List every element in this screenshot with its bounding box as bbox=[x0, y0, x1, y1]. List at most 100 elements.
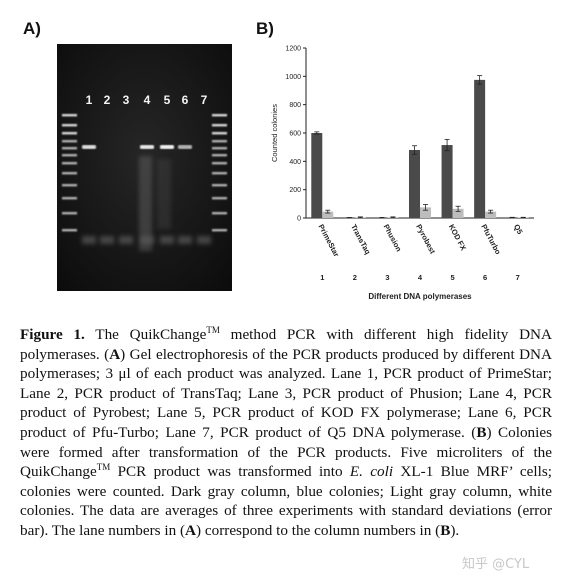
caption-panel-ref: A bbox=[185, 521, 197, 539]
figure-caption: Figure 1. The QuikChangeTM method PCR wi… bbox=[20, 325, 552, 541]
ladder-band bbox=[62, 184, 77, 187]
caption-panel-ref: A bbox=[109, 345, 121, 363]
ladder-band bbox=[62, 162, 77, 165]
x-axis-label: Different DNA polymerases bbox=[368, 292, 472, 301]
y-axis-label: Counted colonies bbox=[270, 104, 279, 162]
ladder-band bbox=[212, 212, 227, 215]
error-bars bbox=[314, 75, 526, 219]
ladder-band bbox=[62, 154, 77, 157]
ladder-band bbox=[212, 140, 227, 143]
caption-panel-ref: B bbox=[440, 521, 451, 539]
caption-text: ) correspond to the column numbers in ( bbox=[196, 521, 441, 539]
category-label: Q5 bbox=[512, 223, 525, 236]
ladder-band bbox=[212, 154, 227, 157]
bar bbox=[441, 145, 453, 218]
lane-label: 6 bbox=[182, 93, 189, 107]
caption-text: ). bbox=[450, 521, 460, 539]
category-labels: PrimeStar TransTaq Phusion Pyrobest KOD FX Pf… bbox=[317, 223, 525, 259]
category-label: TransTaq bbox=[349, 223, 373, 257]
pcr-band bbox=[160, 145, 174, 149]
column-number: 2 bbox=[353, 273, 357, 282]
lane-label: 4 bbox=[144, 93, 151, 107]
column-number: 6 bbox=[483, 273, 487, 282]
column-number: 7 bbox=[516, 273, 520, 282]
caption-text: XL-1 Blue MRF’ cells; colonies were coun… bbox=[20, 463, 552, 539]
y-tick-label: 0 bbox=[297, 216, 301, 223]
bar bbox=[474, 79, 486, 218]
y-tick-label: 200 bbox=[289, 187, 301, 194]
caption-trademark: TM bbox=[96, 462, 111, 473]
bar bbox=[452, 208, 464, 218]
bar bbox=[420, 207, 431, 218]
column-number: 3 bbox=[385, 273, 389, 282]
y-tick-label: 1200 bbox=[285, 46, 301, 53]
gel-bands bbox=[82, 145, 192, 149]
ladder-band bbox=[212, 229, 227, 232]
primer-smear bbox=[100, 236, 114, 244]
caption-text: The QuikChange bbox=[84, 326, 207, 343]
column-numbers: 1 2 3 4 5 6 7 bbox=[320, 273, 520, 282]
ladder-band bbox=[62, 212, 77, 215]
pcr-band bbox=[178, 145, 192, 149]
bar bbox=[409, 150, 420, 218]
lane-label: 3 bbox=[123, 93, 130, 107]
chart-svg: 0 200 400 600 800 1000 1200 Counted colonies P… bbox=[270, 46, 534, 301]
ladder-band bbox=[62, 172, 77, 175]
ladder-band bbox=[62, 229, 77, 232]
primer-smear bbox=[82, 236, 96, 244]
primer-smear bbox=[160, 236, 174, 244]
category-label: PfuTurbo bbox=[479, 223, 503, 257]
ladder-band bbox=[62, 132, 77, 135]
y-ticks: 0 200 400 600 800 1000 1200 bbox=[285, 46, 306, 223]
lane-smear bbox=[139, 156, 152, 251]
category-label: Pyrobest bbox=[414, 223, 437, 256]
bar bbox=[311, 133, 323, 218]
bar bbox=[322, 211, 334, 218]
category-label: Phusion bbox=[382, 223, 404, 254]
pcr-band bbox=[140, 145, 154, 149]
ladder-band bbox=[212, 114, 227, 117]
category-label: KOD FX bbox=[447, 223, 468, 252]
gel-smears bbox=[82, 156, 211, 251]
primer-smear bbox=[178, 236, 192, 244]
caption-text: ) Gel electrophoresis of the PCR product… bbox=[20, 345, 552, 441]
category-label: PrimeStar bbox=[317, 223, 342, 259]
ladder-band bbox=[62, 197, 77, 200]
caption-text: method PCR with different high fidelity … bbox=[20, 326, 552, 363]
caption-text: PCR product was transformed into bbox=[110, 463, 350, 481]
ladder-band bbox=[62, 140, 77, 143]
ladder-band bbox=[212, 147, 227, 150]
y-tick-label: 600 bbox=[289, 131, 301, 138]
lane-label: 1 bbox=[86, 93, 93, 107]
caption-species: E. coli bbox=[349, 463, 394, 481]
ladder-band bbox=[62, 147, 77, 150]
bar bbox=[485, 211, 497, 218]
column-number: 4 bbox=[418, 273, 423, 282]
lane-label: 2 bbox=[104, 93, 111, 107]
lane-smear bbox=[157, 159, 171, 229]
column-number: 5 bbox=[450, 273, 454, 282]
watermark: 知乎 @CYL bbox=[462, 557, 530, 572]
caption-trademark: TM bbox=[206, 324, 220, 335]
ladder-band bbox=[212, 197, 227, 200]
y-tick-label: 400 bbox=[289, 159, 301, 166]
ladder-band bbox=[212, 124, 227, 127]
caption-text: ) Colonies were formed after transformat… bbox=[20, 423, 552, 481]
lane-label: 7 bbox=[201, 93, 208, 107]
y-tick-label: 1000 bbox=[285, 74, 301, 81]
pcr-band bbox=[82, 145, 96, 149]
ladder-band bbox=[62, 124, 77, 127]
ladder-band bbox=[212, 162, 227, 165]
panel-b-label: B) bbox=[256, 19, 274, 38]
ladder-band bbox=[62, 114, 77, 117]
ladder-band bbox=[212, 172, 227, 175]
caption-panel-ref: B bbox=[476, 423, 487, 441]
caption-figure-label: Figure 1. bbox=[20, 326, 85, 343]
ladder-left bbox=[62, 114, 77, 232]
panel-a-label: A) bbox=[23, 19, 41, 38]
bars bbox=[311, 79, 529, 218]
column-number: 1 bbox=[320, 273, 324, 282]
